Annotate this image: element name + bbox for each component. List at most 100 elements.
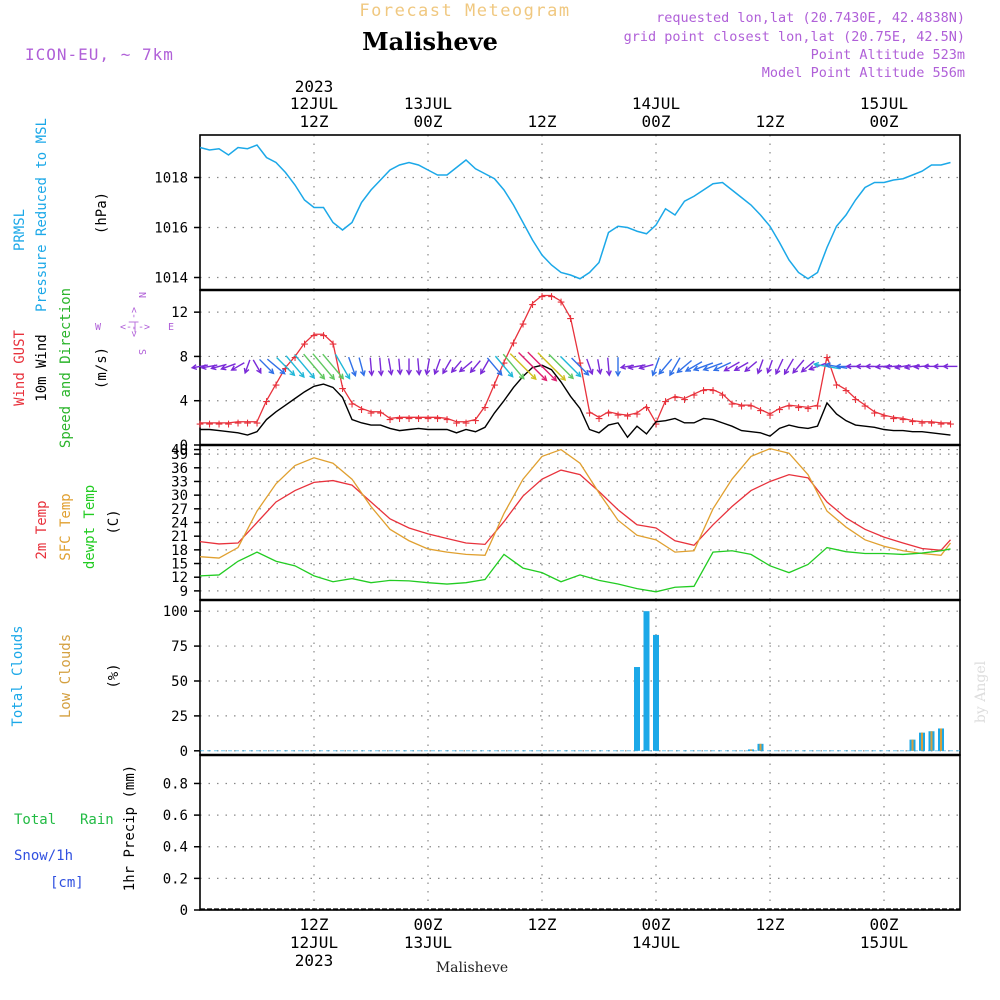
wind-direction-arrow [312, 353, 336, 381]
gust-marker: + [662, 395, 670, 410]
gust-marker: + [529, 297, 537, 312]
arrow-head [568, 373, 575, 380]
arrow-head [605, 370, 612, 377]
arrow-head [518, 373, 525, 380]
wind-direction-arrow [259, 358, 275, 375]
arrow-shaft [693, 362, 714, 371]
cloud-unit: (%) [106, 663, 122, 688]
wind-direction-arrow [358, 357, 366, 377]
arrow-head [200, 364, 207, 371]
arrow-head [913, 363, 920, 370]
arrow-shaft [244, 359, 251, 374]
arrow-head [575, 371, 582, 378]
arrow-head [864, 363, 871, 370]
gust-marker: + [671, 390, 679, 405]
gust-marker: + [339, 381, 347, 396]
top-hour-label: 00Z [642, 112, 671, 131]
arrow-shaft [537, 352, 566, 381]
gust-marker: + [453, 416, 461, 431]
gust-marker: + [320, 328, 328, 343]
wind-direction-arrow [276, 357, 296, 377]
arrow-head [368, 370, 375, 377]
arrow-head [792, 367, 799, 374]
wind-direction-arrow [596, 359, 603, 376]
wind-direction-arrow [775, 358, 784, 376]
top-date-label: 14JUL [632, 94, 680, 113]
gust-marker: + [576, 356, 584, 371]
wind-direction-arrow [469, 360, 481, 374]
arrow-head [298, 371, 305, 379]
temp-ytick-label: 33 [171, 474, 188, 490]
arrow-head [458, 366, 465, 373]
arrow-shaft [358, 357, 365, 376]
model-label: ICON-EU, ~ 7km [25, 45, 174, 64]
pressure-label-1: PRMSL [12, 209, 28, 251]
arrow-head [469, 367, 476, 374]
low-cloud-label: Low Clouds [58, 634, 74, 718]
gust-marker: + [263, 395, 271, 410]
arrow-head [396, 369, 403, 376]
arrow-head [808, 365, 815, 371]
snow-label: Snow/1h [14, 848, 73, 864]
tsfc-line [199, 447, 952, 559]
arrow-shaft [442, 359, 452, 374]
arrow-shaft [231, 362, 245, 371]
top-hour-label: 00Z [870, 112, 899, 131]
pressure-ytick-label: 1018 [154, 171, 188, 187]
arrow-head [530, 374, 537, 381]
arrow-head [723, 366, 730, 372]
gust-marker: + [890, 411, 898, 426]
pressure-line [199, 144, 951, 280]
wind-direction-arrow [669, 357, 681, 377]
arrow-shaft [685, 361, 703, 372]
gust-marker: + [814, 399, 822, 414]
gust-marker: + [310, 328, 318, 343]
arrow-head [638, 364, 645, 371]
gust-marker: + [776, 402, 784, 417]
arrow-shaft [379, 357, 382, 376]
arrow-shaft [713, 361, 732, 371]
bottom-year-label: 2023 [295, 951, 334, 970]
arrow-head [733, 365, 740, 371]
arrow-shaft [814, 363, 840, 370]
gust-marker: + [462, 416, 470, 431]
wind-direction-arrow [651, 357, 660, 377]
arrow-head [268, 368, 275, 375]
gust-marker: + [624, 409, 632, 424]
wind-direction-arrow [559, 355, 582, 378]
arrow-head [932, 363, 939, 370]
gust-marker: + [396, 411, 404, 426]
arrow-head [619, 363, 627, 370]
bottom-date-label: 14JUL [632, 933, 680, 952]
wind-direction-arrow [387, 358, 394, 376]
wind-direction-arrow [294, 354, 316, 380]
compass-east: E [168, 322, 174, 333]
temp-ytick-label: 24 [171, 516, 188, 532]
arrow-head [329, 374, 336, 381]
wind-direction-arrow [405, 358, 413, 376]
arrow-shaft [494, 355, 514, 378]
arrow-head [775, 368, 781, 376]
gust-marker: + [728, 397, 736, 412]
compass-south: S [136, 349, 147, 355]
precip-ytick-label: 0.2 [163, 871, 188, 887]
gridpoint-coords: grid point closest lon,lat (20.75E, 42.5… [624, 29, 965, 45]
temp-ytick-label: 15 [171, 557, 188, 573]
wind-direction-arrow [285, 355, 305, 379]
gust-marker: + [709, 384, 717, 399]
arrow-head [377, 370, 384, 377]
arrow-shaft [669, 357, 681, 376]
pressure-ytick-label: 1014 [154, 271, 188, 287]
temp-ytick-label: 40 [171, 443, 188, 459]
compass-west: W [95, 322, 102, 333]
wind-direction-arrow [605, 357, 612, 377]
arrow-head [893, 364, 901, 370]
total-cloud-bar [643, 611, 650, 751]
pressure-ytick-label: 1016 [154, 221, 188, 237]
arrow-shaft [734, 361, 749, 371]
tsfc-label: SFC Temp [58, 493, 74, 560]
gust-marker: + [586, 406, 594, 421]
wind-direction-arrow [377, 357, 384, 377]
wind-direction-arrow [450, 360, 462, 374]
